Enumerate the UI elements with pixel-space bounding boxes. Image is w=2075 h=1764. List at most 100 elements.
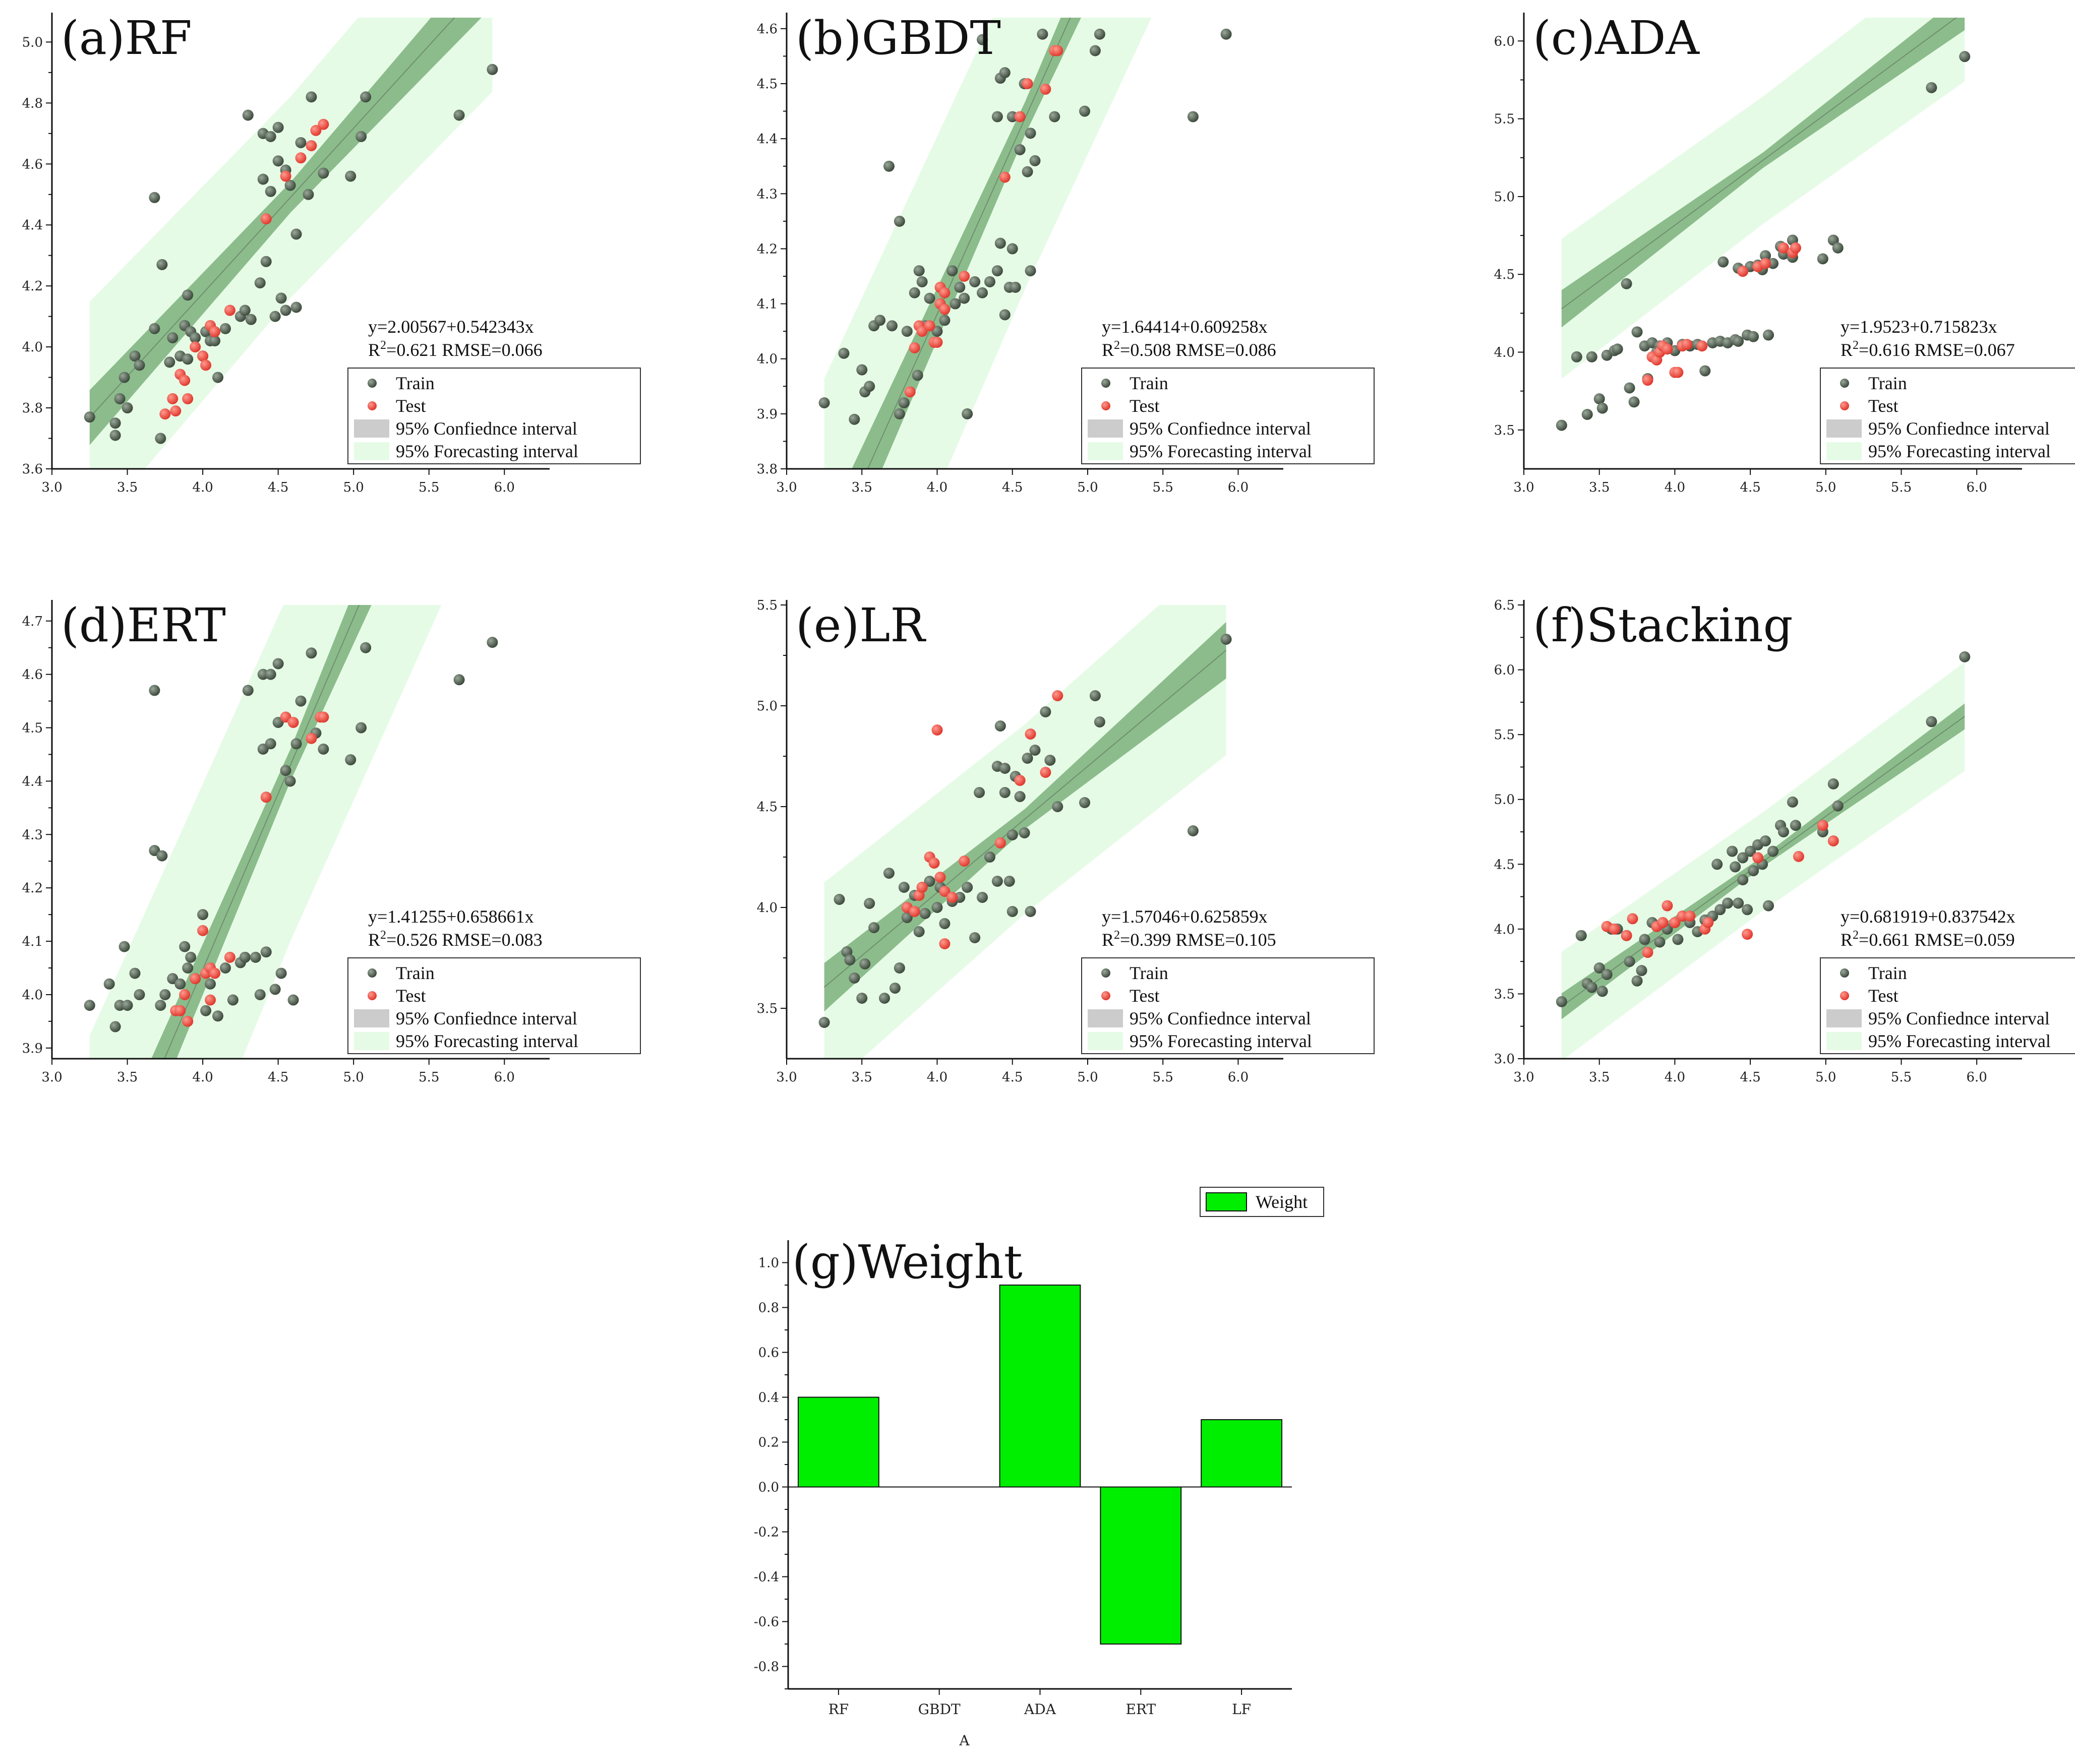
legend-test-marker (1840, 991, 1849, 1000)
train-point (197, 909, 209, 921)
train-point (1006, 243, 1018, 255)
test-point (190, 341, 201, 353)
train-point (1089, 45, 1101, 56)
legend-test-marker (368, 991, 377, 1000)
y-tick-label: 4.8 (22, 96, 43, 111)
y-tick-label: 4.5 (1494, 857, 1515, 872)
x-tick-label: 4.0 (1665, 1070, 1685, 1085)
train-point (254, 989, 266, 1000)
test-point (224, 951, 235, 963)
y-tick-label: 1.0 (758, 1256, 779, 1271)
train-point (931, 902, 943, 913)
train-point (265, 131, 276, 142)
train-point (950, 298, 961, 310)
train-point (1220, 634, 1232, 645)
y-tick-label: 4.6 (22, 667, 43, 683)
train-point (849, 972, 860, 984)
train-point (1624, 382, 1635, 394)
train-point (946, 265, 958, 277)
train-point (1044, 755, 1056, 766)
y-tick-label: 6.0 (1494, 34, 1515, 49)
legend-forecast-label: 95% Forecasting interval (1868, 1031, 2051, 1051)
confidence-band (1561, 18, 1965, 328)
regression-equation: y=1.64414+0.609258x (1102, 317, 1268, 337)
legend-forecast-swatch (1088, 1032, 1123, 1050)
test-point (182, 1015, 194, 1027)
legend-train-label: Train (1868, 373, 1907, 393)
train-point (1624, 956, 1635, 967)
train-point (284, 179, 296, 191)
legend-train-label: Train (1130, 373, 1168, 393)
x-tick-label: 3.0 (776, 480, 797, 495)
train-point (269, 311, 281, 322)
x-tick-label: 6.0 (494, 1070, 515, 1085)
train-point (1654, 936, 1666, 948)
test-point (179, 375, 191, 386)
train-point (1596, 402, 1608, 414)
train-point (1079, 797, 1090, 808)
test-point (1662, 900, 1673, 911)
train-point (1733, 335, 1744, 347)
train-point (1022, 753, 1033, 764)
panel-title: (b)GBDT (796, 11, 1001, 65)
x-tick-label: 5.5 (1153, 480, 1173, 495)
train-point (345, 754, 357, 766)
train-point (959, 292, 970, 304)
train-point (1010, 281, 1021, 293)
test-point (1621, 930, 1632, 941)
train-point (924, 876, 935, 887)
train-point (1737, 852, 1749, 864)
fit-statistics: R2=0.616 RMSE=0.067 (1841, 339, 2015, 360)
bar-lf (1201, 1419, 1283, 1488)
train-point (265, 668, 276, 680)
y-tick-label: 4.0 (757, 900, 778, 916)
train-point (303, 189, 314, 200)
legend-confidence-swatch (1088, 419, 1123, 438)
test-point (904, 386, 916, 398)
x-tick-label: ADA (1024, 1701, 1056, 1718)
train-point (287, 994, 299, 1006)
x-tick-label: 3.0 (1513, 480, 1534, 495)
test-point (916, 882, 928, 893)
train-point (318, 167, 329, 179)
train-point (864, 898, 875, 909)
panel-g: RF GBDT ADA ERT LF 1.0 0.8 0.6 0.4 0.2 0.0 -0.2 -0.4… (754, 1187, 1324, 1749)
train-point (1094, 28, 1105, 40)
train-point (295, 137, 307, 148)
test-point (939, 886, 951, 897)
train-point (284, 775, 296, 787)
y-tick-label: 0.2 (758, 1435, 779, 1450)
y-tick-label: 5.0 (22, 35, 43, 50)
train-point (924, 292, 935, 304)
train-point (306, 647, 317, 659)
confidence-band (824, 622, 1226, 1012)
train-point (864, 381, 875, 392)
train-point (1601, 968, 1613, 980)
test-point (295, 152, 307, 164)
x-tick-label: 5.0 (1815, 480, 1836, 495)
y-tick-label: 3.8 (22, 401, 43, 416)
test-point (994, 837, 1006, 848)
regression-equation: y=1.57046+0.625859x (1102, 906, 1268, 927)
train-point (1727, 845, 1738, 857)
train-point (913, 265, 925, 277)
legend-confidence-swatch (1826, 419, 1862, 438)
train-point (174, 978, 186, 990)
train-point (1763, 329, 1774, 341)
y-tick-label: 4.0 (22, 340, 43, 355)
y-tick-label: 5.5 (1494, 727, 1515, 743)
train-point (1787, 796, 1798, 808)
x-tick-label: 3.0 (1513, 1070, 1534, 1085)
y-tick-label: 3.5 (1494, 987, 1515, 1002)
legend-test-label: Test (1868, 396, 1898, 416)
train-point (272, 155, 284, 167)
y-tick-label: 5.0 (1494, 793, 1515, 808)
train-point (1556, 419, 1567, 431)
train-point (239, 951, 251, 963)
legend-confidence-label: 95% Confiednce interval (1868, 418, 2050, 439)
train-point (190, 332, 201, 343)
x-tick-label: 5.0 (1815, 1070, 1836, 1085)
train-point (156, 850, 168, 862)
train-point (1593, 962, 1605, 974)
